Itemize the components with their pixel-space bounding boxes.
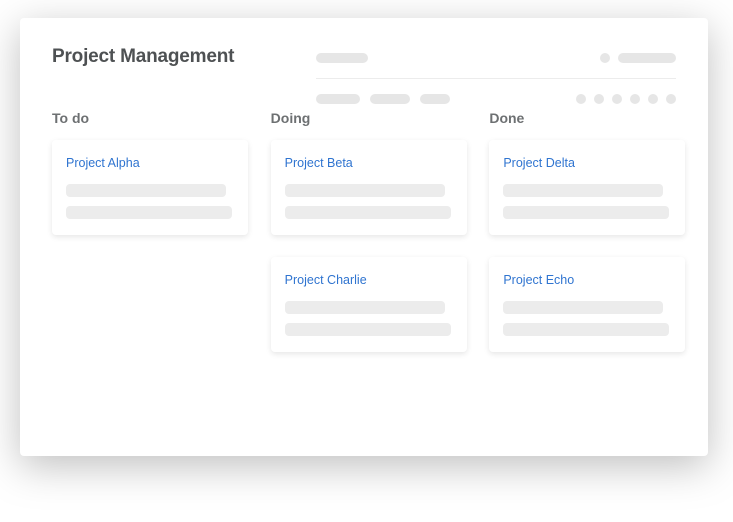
toolbar-username-pill[interactable]	[618, 53, 676, 63]
kanban-column: Done Project Delta Project Echo	[489, 110, 686, 374]
toolbar-filter-pill[interactable]	[370, 94, 410, 104]
toolbar-action-dot[interactable]	[612, 94, 622, 104]
card-title: Project Beta	[285, 156, 453, 170]
card-placeholder-line	[503, 323, 669, 336]
kanban-card[interactable]: Project Delta	[489, 140, 685, 235]
toolbar-action-dot[interactable]	[594, 94, 604, 104]
card-placeholder-line	[66, 184, 226, 197]
kanban-card[interactable]: Project Alpha	[52, 140, 248, 235]
card-placeholder-line	[503, 206, 669, 219]
card-title: Project Alpha	[66, 156, 234, 170]
card-title: Project Delta	[503, 156, 671, 170]
column-title: Doing	[271, 110, 468, 126]
column-title: To do	[52, 110, 249, 126]
card-placeholder-line	[503, 184, 663, 197]
toolbar-action-dot[interactable]	[576, 94, 586, 104]
column-title: Done	[489, 110, 686, 126]
header-toolbar	[316, 46, 676, 109]
panel-header: Project Management	[20, 18, 708, 110]
toolbar-top-row	[316, 48, 676, 68]
kanban-column: Doing Project Beta Project Charlie	[271, 110, 468, 374]
card-placeholder-line	[285, 323, 451, 336]
page-title: Project Management	[52, 46, 316, 68]
card-placeholder-line	[285, 184, 445, 197]
card-placeholder-line	[285, 301, 445, 314]
card-placeholder-line	[66, 206, 232, 219]
project-panel: Project Management To do Project Alpha Doi…	[20, 18, 708, 456]
toolbar-placeholder-pill	[316, 53, 368, 63]
card-placeholder-line	[285, 206, 451, 219]
card-title: Project Echo	[503, 273, 671, 287]
toolbar-action-dot[interactable]	[648, 94, 658, 104]
toolbar-filter-pill[interactable]	[316, 94, 360, 104]
kanban-card[interactable]: Project Charlie	[271, 257, 467, 352]
toolbar-action-dot[interactable]	[666, 94, 676, 104]
toolbar-filter-pill[interactable]	[420, 94, 450, 104]
kanban-board: To do Project Alpha Doing Project Beta Proje…	[20, 110, 708, 374]
kanban-column: To do Project Alpha	[52, 110, 249, 374]
toolbar-avatar-dot[interactable]	[600, 53, 610, 63]
toolbar-top-left	[316, 53, 592, 63]
card-placeholder-line	[503, 301, 663, 314]
kanban-card[interactable]: Project Beta	[271, 140, 467, 235]
toolbar-divider	[316, 78, 676, 79]
card-title: Project Charlie	[285, 273, 453, 287]
toolbar-action-dot[interactable]	[630, 94, 640, 104]
kanban-card[interactable]: Project Echo	[489, 257, 685, 352]
toolbar-bottom-row	[316, 89, 676, 109]
